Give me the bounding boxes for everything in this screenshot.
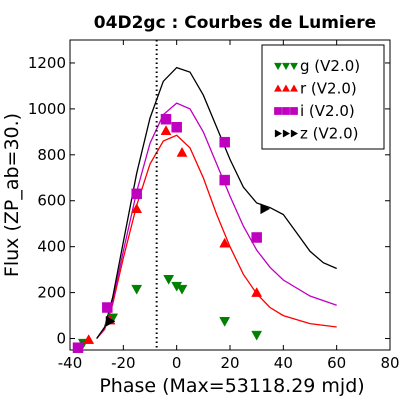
data-point-g-v2-0-6 <box>219 317 231 327</box>
model-curve-z-v2-0 <box>96 66 337 339</box>
legend-marker-r-v2-0-0 <box>273 84 283 92</box>
legend-items: g (V2.0) r (V2.0) i (V2.0) z (V2.0) <box>273 57 360 143</box>
legend-marker-g-v2-0-0 <box>273 62 283 71</box>
x-tick-label-1: -20 <box>111 354 136 372</box>
y-tick-label-0: 0 <box>56 330 66 348</box>
x-tick-label-0: -40 <box>58 354 83 372</box>
legend-label-i-v2-0: i (V2.0) <box>300 102 355 120</box>
legend-frame <box>261 44 385 150</box>
x-tick-label-2: 0 <box>172 354 182 372</box>
data-points <box>72 113 271 353</box>
data-point-r-v2-0-6 <box>251 287 263 297</box>
x-tick-label-3: 20 <box>220 354 239 372</box>
y-axis-label: Flux (ZP_ab=30.) <box>1 113 23 277</box>
legend-marker-r-v2-0-1 <box>281 84 291 92</box>
data-point-g-v2-0-5 <box>176 284 188 295</box>
data-point-i-v2-0-2 <box>131 188 142 200</box>
legend-label-g-v2-0: g (V2.0) <box>300 57 360 75</box>
data-point-i-v2-0-4 <box>171 122 182 133</box>
x-tick-label-4: 40 <box>274 354 293 372</box>
legend-label-r-v2-0: r (V2.0) <box>300 80 357 98</box>
y-tick-label-4: 800 <box>37 146 66 164</box>
legend: g (V2.0) r (V2.0) i (V2.0) z (V2.0) <box>261 44 385 150</box>
legend-marker-z-v2-0-2 <box>290 129 299 138</box>
data-point-z-v2-0-0 <box>105 315 116 327</box>
model-curve-r-v2-0 <box>96 134 337 339</box>
legend-marker-i-v2-0-2 <box>290 107 298 115</box>
legend-marker-g-v2-0-2 <box>289 62 299 71</box>
data-point-i-v2-0-6 <box>219 174 230 186</box>
data-point-r-v2-0-5 <box>219 237 231 248</box>
legend-marker-z-v2-0-0 <box>274 129 283 138</box>
chart-title: 04D2gc : Courbes de Lumiere <box>94 13 376 33</box>
data-point-i-v2-0-3 <box>160 113 172 125</box>
y-tick-label-1: 200 <box>37 284 66 302</box>
x-tick-label-5: 60 <box>327 354 346 372</box>
data-point-r-v2-0-2 <box>131 203 143 214</box>
data-point-i-v2-0-5 <box>219 136 230 148</box>
legend-marker-g-v2-0-1 <box>281 62 291 71</box>
model-curves <box>96 66 337 339</box>
legend-marker-r-v2-0-2 <box>289 84 299 92</box>
y-tick-label-2: 400 <box>37 238 66 256</box>
x-axis-label: Phase (Max=53118.29 mjd) <box>99 375 364 397</box>
legend-label-z-v2-0: z (V2.0) <box>300 125 358 143</box>
y-tick-label-3: 600 <box>37 192 66 210</box>
data-point-g-v2-0-3 <box>163 275 175 285</box>
y-tick-label-5: 1000 <box>28 100 66 118</box>
data-point-i-v2-0-0 <box>72 342 84 353</box>
y-tick-label-6: 1200 <box>28 54 66 72</box>
legend-marker-i-v2-0-0 <box>274 107 282 115</box>
data-point-r-v2-0-0 <box>83 334 95 344</box>
legend-marker-z-v2-0-1 <box>282 129 291 138</box>
x-tick-label-6: 80 <box>380 354 399 372</box>
model-curve-i-v2-0 <box>96 102 337 339</box>
data-point-g-v2-0-2 <box>131 284 143 295</box>
data-point-i-v2-0-1 <box>102 302 113 313</box>
data-point-g-v2-0-7 <box>251 330 263 341</box>
data-point-z-v2-0-1 <box>260 203 271 215</box>
data-point-r-v2-0-4 <box>176 147 188 157</box>
data-point-i-v2-0-7 <box>251 232 262 243</box>
data-point-r-v2-0-3 <box>160 125 172 135</box>
legend-marker-i-v2-0-1 <box>282 107 290 115</box>
